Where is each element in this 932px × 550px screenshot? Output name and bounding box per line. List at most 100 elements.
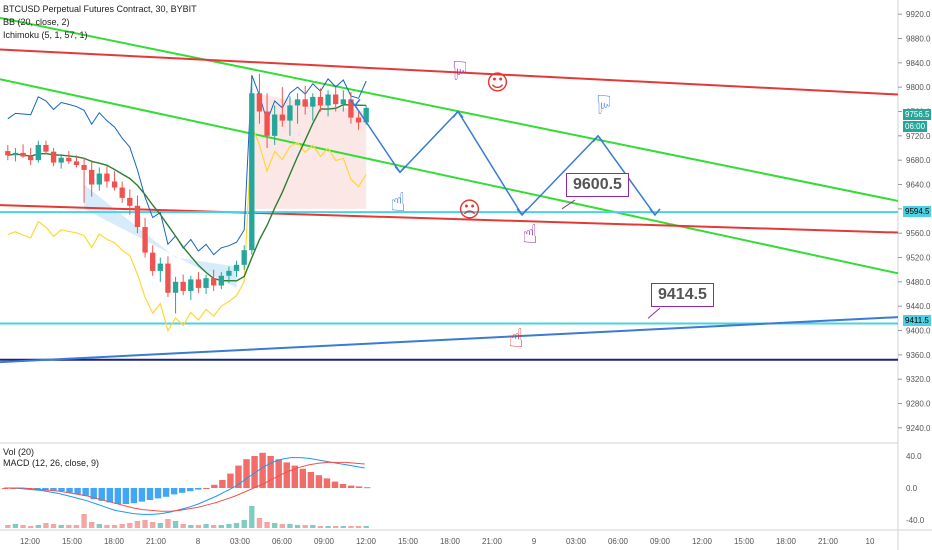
volume-bar [325, 526, 331, 528]
time-tick-label: 10 [866, 537, 875, 546]
candle-body [172, 281, 179, 293]
candle-body [35, 144, 41, 161]
volume-bar [81, 514, 87, 528]
candle-body [134, 205, 141, 228]
bb-legend[interactable]: BB (20, close, 2) [3, 17, 70, 27]
price-tick-label: 9560.0 [906, 229, 931, 238]
candle-body [58, 157, 64, 163]
time-tick-label: 12:00 [692, 537, 713, 546]
candle-body [20, 152, 26, 157]
time-tick-label: 09:00 [650, 537, 671, 546]
price-tick-label: 9640.0 [906, 181, 931, 190]
ichimoku-legend[interactable]: Ichimoku (5, 1, 57, 1) [3, 30, 88, 40]
projection-arrowhead [349, 98, 361, 107]
macd-histogram-bar [74, 488, 81, 495]
time-tick-label: 21:00 [146, 537, 167, 546]
callout-9414[interactable]: 9414.5 [651, 283, 714, 307]
time-tick-label: 18:00 [440, 537, 461, 546]
candle-body [43, 144, 49, 152]
volume-bar [142, 520, 148, 528]
vol-legend[interactable]: Vol (20) [3, 447, 35, 457]
candle-body [317, 96, 324, 106]
volume-bar [150, 522, 156, 528]
pointing-hand-icon: ☝ [596, 88, 612, 118]
time-tick-label: 09:00 [314, 537, 335, 546]
volume-bar [89, 522, 95, 528]
level-tag-1: 9594.5 [903, 206, 932, 217]
macd-histogram-bar [178, 488, 186, 493]
macd-histogram-bar [267, 456, 274, 488]
candle-body [142, 227, 148, 253]
volume-bar [310, 525, 316, 528]
macd-histogram-bar [82, 488, 89, 496]
smiling-face-icon: ☺ [486, 71, 509, 96]
callout-pointer [561, 199, 576, 210]
macd-histogram-bar [98, 488, 105, 501]
candle-body [203, 278, 209, 288]
time-tick-label: 18:00 [104, 537, 125, 546]
volume-bar [157, 523, 163, 528]
volume-bar [172, 521, 179, 528]
macd-histogram-bar [219, 480, 226, 488]
price-tick-label: 9280.0 [906, 400, 931, 409]
candle-body [157, 263, 163, 271]
macd-histogram-bar [339, 484, 347, 488]
macd-histogram-bar [259, 452, 266, 488]
candle-body [287, 105, 293, 121]
candle-body [211, 278, 217, 286]
macd-histogram-bar [323, 478, 331, 488]
macd-tick-label: -40.0 [906, 516, 925, 525]
macd-histogram-bar [114, 488, 122, 504]
price-tick-label: 9400.0 [906, 327, 931, 336]
volume-bar [195, 525, 202, 528]
macd-tick-label: 0.0 [906, 484, 918, 493]
time-tick-label: 03:00 [230, 537, 251, 546]
volume-bar [50, 524, 57, 528]
volume-bar [287, 524, 293, 528]
volume-bar [188, 525, 194, 528]
price-tick-label: 9240.0 [906, 424, 931, 433]
volume-bar [203, 524, 209, 528]
volume-bar [134, 521, 141, 528]
time-tick-label: 18:00 [776, 537, 797, 546]
volume-bar [12, 524, 19, 528]
volume-bar [218, 525, 224, 528]
projection-arrow [399, 110, 459, 173]
candle-body [66, 157, 72, 162]
projection-arrowhead [649, 208, 661, 217]
candle-body [5, 151, 11, 156]
macd-histogram-bar [50, 488, 57, 491]
macd-histogram-bar [243, 459, 250, 488]
volume-bar [28, 526, 34, 528]
candle-body [81, 165, 87, 170]
callout-9600[interactable]: 9600.5 [566, 173, 629, 197]
symbol-legend[interactable]: BTCUSD Perpetual Futures Contract, 30, B… [3, 4, 197, 14]
last-price-tag: 9756.5 [903, 109, 932, 120]
bb-lower-band [7, 125, 367, 333]
price-tick-label: 9480.0 [906, 278, 931, 287]
time-tick-label: 06:00 [608, 537, 629, 546]
macd-histogram-bar [130, 488, 138, 504]
volume-bar [35, 525, 41, 528]
candle-body [233, 264, 240, 271]
time-tick-label: 21:00 [818, 537, 839, 546]
time-tick-label: 9 [532, 537, 537, 546]
volume-bar [272, 523, 278, 528]
macd-histogram-bar [154, 488, 162, 499]
macd-legend[interactable]: MACD (12, 26, close, 9) [3, 458, 100, 468]
volume-bar [43, 523, 49, 528]
price-tick-label: 9440.0 [906, 302, 931, 311]
candle-body [302, 99, 308, 107]
volume-bar [279, 524, 285, 528]
candle-body [127, 197, 133, 206]
countdown-tag: 06:00 [903, 121, 928, 132]
macd-histogram-bar [203, 488, 210, 489]
rising-trendline [0, 316, 899, 364]
macd-histogram-bar [122, 488, 130, 504]
price-tick-label: 9840.0 [906, 59, 931, 68]
projection-arrow [521, 135, 599, 216]
candle-body [272, 114, 278, 136]
macd-histogram-bar [106, 488, 113, 503]
